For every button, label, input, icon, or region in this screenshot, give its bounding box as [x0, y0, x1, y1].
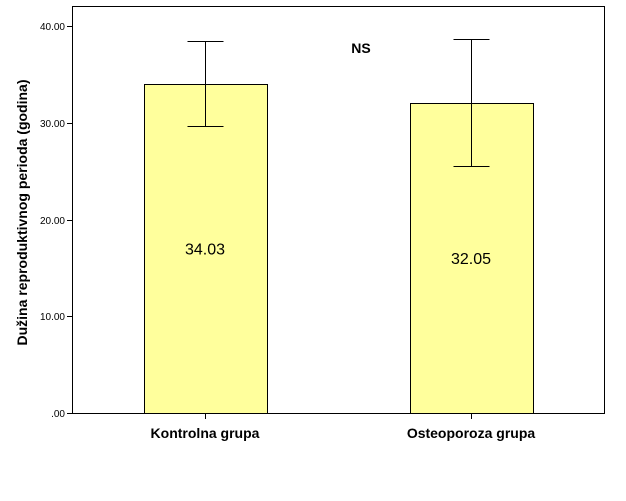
plot-area-frame: [72, 6, 605, 414]
y-tick-label: 40.00: [40, 22, 65, 33]
bar-value-label: 34.03: [185, 241, 225, 258]
y-tick-label: 20.00: [40, 216, 65, 227]
y-tick-label: 10.00: [40, 312, 65, 323]
y-tick-label: 30.00: [40, 119, 65, 130]
bar: [144, 84, 268, 414]
y-tick-label: .00: [51, 409, 65, 420]
x-category-label: Kontrolna grupa: [151, 425, 260, 441]
bars-group: 34.03 32.05: [144, 84, 534, 414]
significance-annotation: NS: [351, 40, 370, 56]
x-axis-ticks: Kontrolna grupa Osteoporoza grupa: [151, 413, 536, 441]
y-axis-ticks: .00 10.00 20.00 30.00 40.00: [40, 22, 72, 420]
bar-value-label: 32.05: [451, 251, 491, 268]
error-bars-group: [187, 39, 490, 167]
x-category-label: Osteoporoza grupa: [407, 425, 536, 441]
y-axis-title: Dužina reproduktivnog perioda (godina): [14, 80, 30, 346]
